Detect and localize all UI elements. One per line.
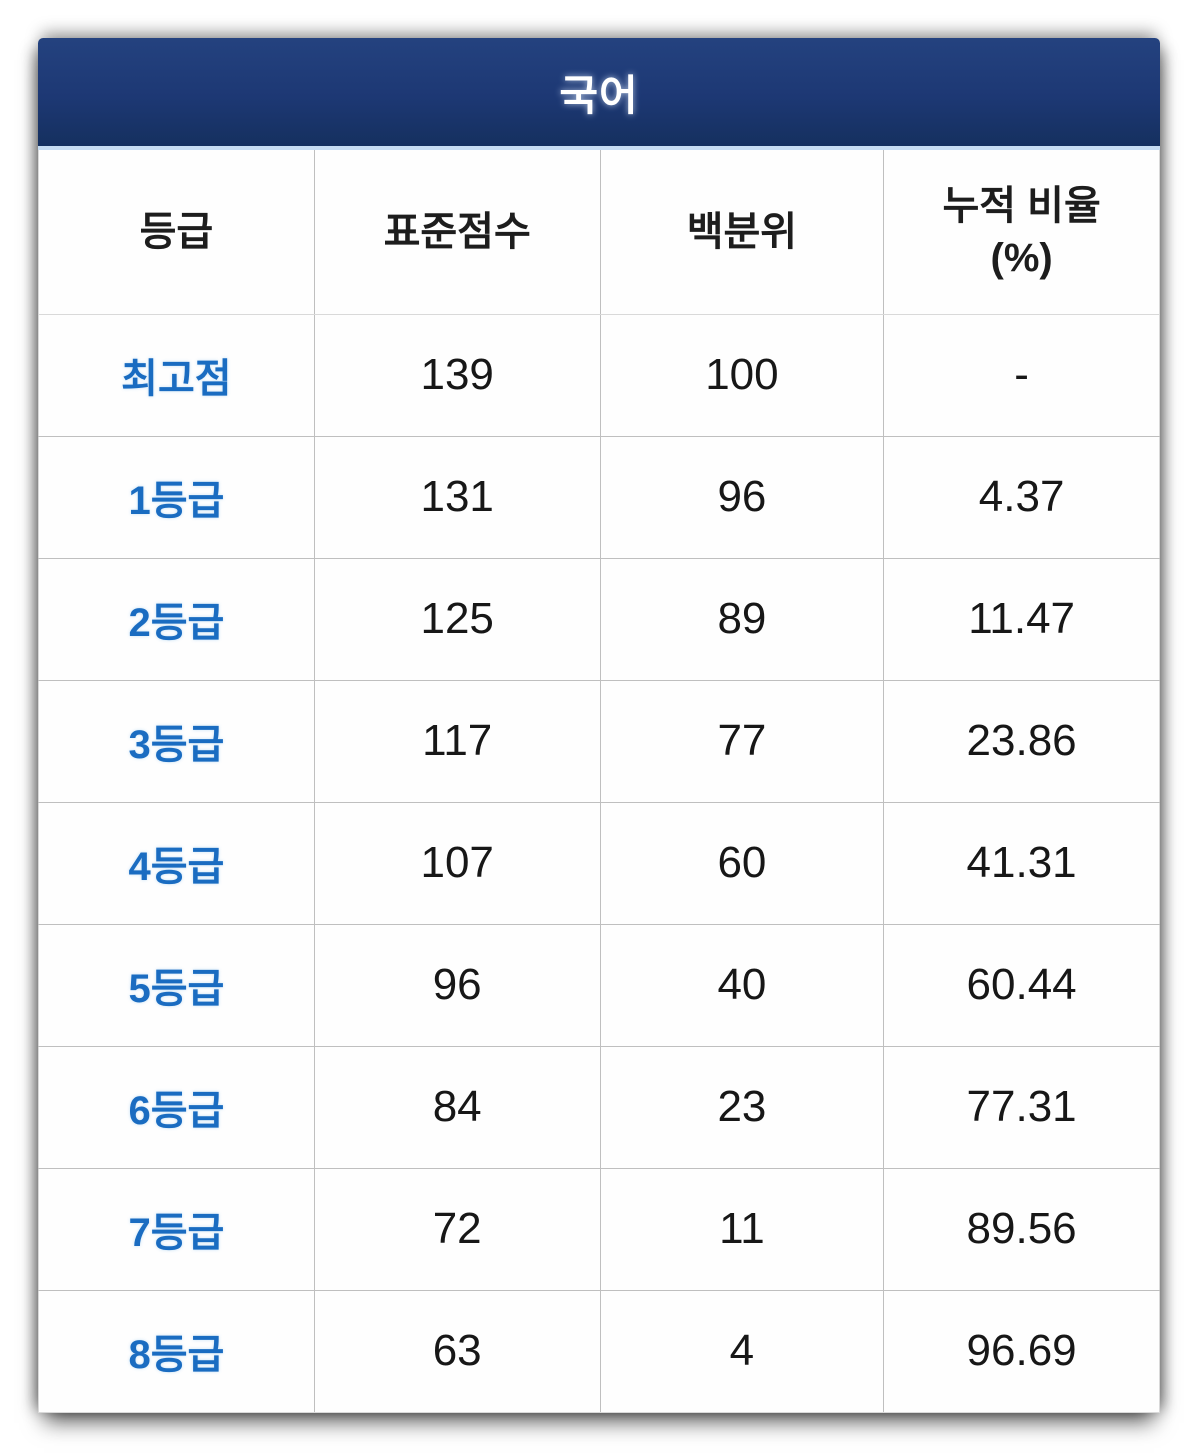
- std-score-cell: 131: [313, 435, 601, 559]
- cum-ratio-cell: 41.31: [883, 801, 1160, 925]
- grade-cell: 4등급: [38, 801, 315, 925]
- column-header-cum-ratio: 누적 비율 (%): [883, 150, 1160, 315]
- cum-ratio-cell: 60.44: [883, 923, 1160, 1047]
- std-score-cell: 125: [313, 557, 601, 681]
- table-row: 4등급 107 60 41.31: [38, 801, 1160, 925]
- percentile-cell: 60: [599, 801, 885, 925]
- table-row: 7등급 72 11 89.56: [38, 1167, 1160, 1291]
- table-row: 1등급 131 96 4.37: [38, 435, 1160, 559]
- grade-cell: 7등급: [38, 1167, 315, 1291]
- table-row: 2등급 125 89 11.47: [38, 557, 1160, 681]
- std-score-cell: 107: [313, 801, 601, 925]
- percentile-cell: 100: [599, 313, 885, 437]
- grade-cut-table: 등급 표준점수 백분위 누적 비율 (%) 최고점 139 100 - 1등급 …: [38, 150, 1160, 1413]
- cum-ratio-cell: -: [883, 313, 1160, 437]
- std-score-cell: 72: [313, 1167, 601, 1291]
- percentile-cell: 96: [599, 435, 885, 559]
- subject-header-bar: 국어: [38, 38, 1160, 150]
- table-row: 3등급 117 77 23.86: [38, 679, 1160, 803]
- cum-ratio-cell: 4.37: [883, 435, 1160, 559]
- cum-ratio-cell: 23.86: [883, 679, 1160, 803]
- cum-ratio-cell: 89.56: [883, 1167, 1160, 1291]
- std-score-cell: 96: [313, 923, 601, 1047]
- subject-title: 국어: [559, 71, 639, 119]
- cum-ratio-cell: 96.69: [883, 1289, 1160, 1413]
- std-score-cell: 84: [313, 1045, 601, 1169]
- grade-cell: 1등급: [38, 435, 315, 559]
- grade-cell: 2등급: [38, 557, 315, 681]
- grade-cell: 최고점: [38, 313, 315, 437]
- table-row: 6등급 84 23 77.31: [38, 1045, 1160, 1169]
- column-header-percentile: 백분위: [599, 150, 885, 315]
- grade-cell: 8등급: [38, 1289, 315, 1413]
- table-row: 최고점 139 100 -: [38, 313, 1160, 437]
- cum-ratio-cell: 11.47: [883, 557, 1160, 681]
- percentile-cell: 40: [599, 923, 885, 1047]
- grade-cell: 6등급: [38, 1045, 315, 1169]
- cum-ratio-cell: 77.31: [883, 1045, 1160, 1169]
- table-header-row: 등급 표준점수 백분위 누적 비율 (%): [38, 150, 1160, 315]
- percentile-cell: 4: [599, 1289, 885, 1413]
- percentile-cell: 77: [599, 679, 885, 803]
- std-score-cell: 117: [313, 679, 601, 803]
- percentile-cell: 89: [599, 557, 885, 681]
- grade-cell: 5등급: [38, 923, 315, 1047]
- column-header-grade: 등급: [38, 150, 315, 315]
- grade-cell: 3등급: [38, 679, 315, 803]
- table-row: 8등급 63 4 96.69: [38, 1289, 1160, 1413]
- percentile-cell: 11: [599, 1167, 885, 1291]
- column-header-std-score: 표준점수: [313, 150, 601, 315]
- table-row: 5등급 96 40 60.44: [38, 923, 1160, 1047]
- std-score-cell: 63: [313, 1289, 601, 1413]
- std-score-cell: 139: [313, 313, 601, 437]
- percentile-cell: 23: [599, 1045, 885, 1169]
- grade-cut-card: 국어 등급 표준점수 백분위 누적 비율 (%) 최고점 139 100 -: [38, 38, 1160, 1413]
